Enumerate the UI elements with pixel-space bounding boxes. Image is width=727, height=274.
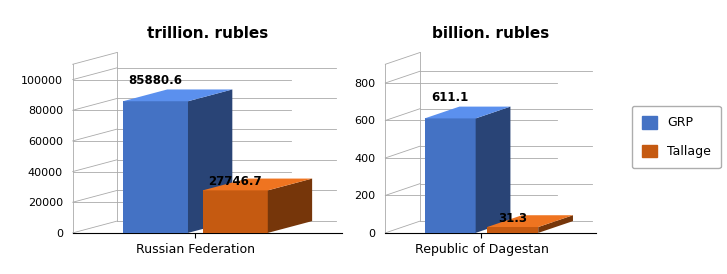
Polygon shape [123, 89, 233, 101]
Text: 85880.6: 85880.6 [129, 74, 182, 87]
Polygon shape [268, 179, 312, 233]
Polygon shape [475, 107, 510, 233]
Text: 27746.7: 27746.7 [209, 175, 262, 188]
Polygon shape [538, 215, 573, 233]
Polygon shape [425, 107, 510, 118]
Polygon shape [425, 118, 475, 233]
Text: 611.1: 611.1 [432, 91, 469, 104]
Polygon shape [487, 215, 573, 227]
Text: 31.3: 31.3 [498, 212, 527, 224]
Legend: GRP, Tallage: GRP, Tallage [632, 106, 720, 168]
Polygon shape [203, 179, 312, 190]
Title: billion. rubles: billion. rubles [432, 26, 550, 41]
Title: trillion. rubles: trillion. rubles [147, 26, 268, 41]
Polygon shape [123, 101, 188, 233]
Polygon shape [487, 227, 538, 233]
Polygon shape [203, 190, 268, 233]
Polygon shape [188, 89, 233, 233]
